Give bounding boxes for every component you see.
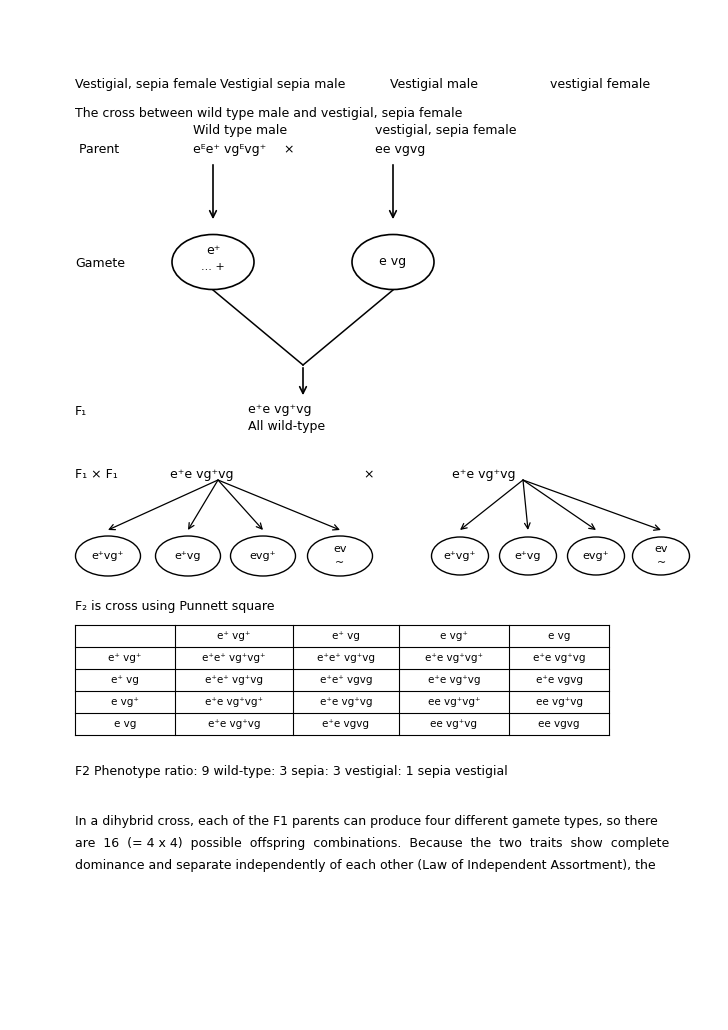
Text: e⁺: e⁺: [206, 243, 220, 256]
Text: eᴱe⁺ vgᴱvg⁺: eᴱe⁺ vgᴱvg⁺: [193, 143, 266, 156]
Text: ... +: ... +: [201, 262, 225, 272]
Text: ee vg⁺vg: ee vg⁺vg: [536, 697, 582, 707]
Text: e vg: e vg: [379, 255, 406, 269]
Text: e⁺e vg⁺vg: e⁺e vg⁺vg: [207, 719, 260, 729]
Text: ev: ev: [654, 544, 668, 554]
Text: e⁺e vgvg: e⁺e vgvg: [536, 675, 582, 685]
Text: e⁺vg⁺: e⁺vg⁺: [444, 551, 476, 561]
Text: dominance and separate independently of each other (Law of Independent Assortmen: dominance and separate independently of …: [75, 859, 656, 872]
Text: e⁺e⁺ vg⁺vg: e⁺e⁺ vg⁺vg: [205, 675, 263, 685]
Text: e vg: e vg: [547, 631, 570, 641]
Text: e⁺e vg⁺vg⁺: e⁺e vg⁺vg⁺: [425, 653, 483, 663]
Text: F₁ × F₁: F₁ × F₁: [75, 468, 118, 481]
Text: e⁺e vg⁺vg: e⁺e vg⁺vg: [170, 468, 234, 481]
Text: In a dihybrid cross, each of the F1 parents can produce four different gamete ty: In a dihybrid cross, each of the F1 pare…: [75, 815, 658, 828]
Text: F2 Phenotype ratio: 9 wild-type: 3 sepia: 3 vestigial: 1 sepia vestigial: F2 Phenotype ratio: 9 wild-type: 3 sepia…: [75, 765, 507, 778]
Text: evg⁺: evg⁺: [582, 551, 609, 561]
Text: F₁: F₁: [75, 405, 87, 418]
Text: ×: ×: [363, 468, 373, 481]
Text: Parent: Parent: [75, 143, 119, 156]
Text: All wild-type: All wild-type: [248, 420, 325, 433]
Text: e vg: e vg: [114, 719, 136, 729]
Text: ee vg⁺vg: ee vg⁺vg: [430, 719, 478, 729]
Text: e⁺vg: e⁺vg: [515, 551, 541, 561]
Text: ee vgvg: ee vgvg: [375, 143, 425, 156]
Text: e⁺e vg⁺vg: e⁺e vg⁺vg: [320, 697, 372, 707]
Text: e⁺ vg: e⁺ vg: [332, 631, 360, 641]
Text: e⁺e vg⁺vg: e⁺e vg⁺vg: [428, 675, 480, 685]
Text: Vestigial male: Vestigial male: [390, 78, 478, 91]
Text: Vestigial sepia male: Vestigial sepia male: [220, 78, 345, 91]
Text: e vg⁺: e vg⁺: [111, 697, 139, 707]
Text: e⁺e⁺ vgvg: e⁺e⁺ vgvg: [320, 675, 372, 685]
Text: Vestigial, sepia female: Vestigial, sepia female: [75, 78, 217, 91]
Text: e⁺vg⁺: e⁺vg⁺: [92, 551, 124, 561]
Text: vestigial female: vestigial female: [550, 78, 650, 91]
Text: The cross between wild type male and vestigial, sepia female: The cross between wild type male and ves…: [75, 107, 462, 121]
Text: e⁺ vg⁺: e⁺ vg⁺: [218, 631, 250, 641]
Text: ev: ev: [333, 544, 347, 554]
Text: evg⁺: evg⁺: [250, 551, 276, 561]
Text: F₂ is cross using Punnett square: F₂ is cross using Punnett square: [75, 600, 274, 613]
Text: e⁺e vg⁺vg: e⁺e vg⁺vg: [533, 653, 585, 663]
Text: ×: ×: [283, 143, 293, 156]
Text: e⁺ vg⁺: e⁺ vg⁺: [108, 653, 142, 663]
Text: e⁺e vgvg: e⁺e vgvg: [323, 719, 370, 729]
Text: e vg⁺: e vg⁺: [440, 631, 468, 641]
Text: ~: ~: [336, 558, 344, 568]
Text: e⁺e⁺ vg⁺vg⁺: e⁺e⁺ vg⁺vg⁺: [202, 653, 266, 663]
Text: e⁺vg: e⁺vg: [175, 551, 201, 561]
Text: ee vgvg: ee vgvg: [538, 719, 579, 729]
Text: e⁺ vg: e⁺ vg: [111, 675, 139, 685]
Text: ~: ~: [657, 558, 665, 568]
Text: vestigial, sepia female: vestigial, sepia female: [375, 124, 516, 137]
Text: ee vg⁺vg⁺: ee vg⁺vg⁺: [428, 697, 480, 707]
Text: e⁺e⁺ vg⁺vg: e⁺e⁺ vg⁺vg: [317, 653, 375, 663]
Text: e⁺e vg⁺vg: e⁺e vg⁺vg: [248, 403, 312, 416]
Text: Wild type male: Wild type male: [193, 124, 287, 137]
Text: Gamete: Gamete: [75, 258, 125, 270]
Text: e⁺e vg⁺vg⁺: e⁺e vg⁺vg⁺: [205, 697, 263, 707]
Text: e⁺e vg⁺vg: e⁺e vg⁺vg: [452, 468, 515, 481]
Text: are  16  (= 4 x 4)  possible  offspring  combinations.  Because  the  two  trait: are 16 (= 4 x 4) possible offspring comb…: [75, 837, 669, 850]
